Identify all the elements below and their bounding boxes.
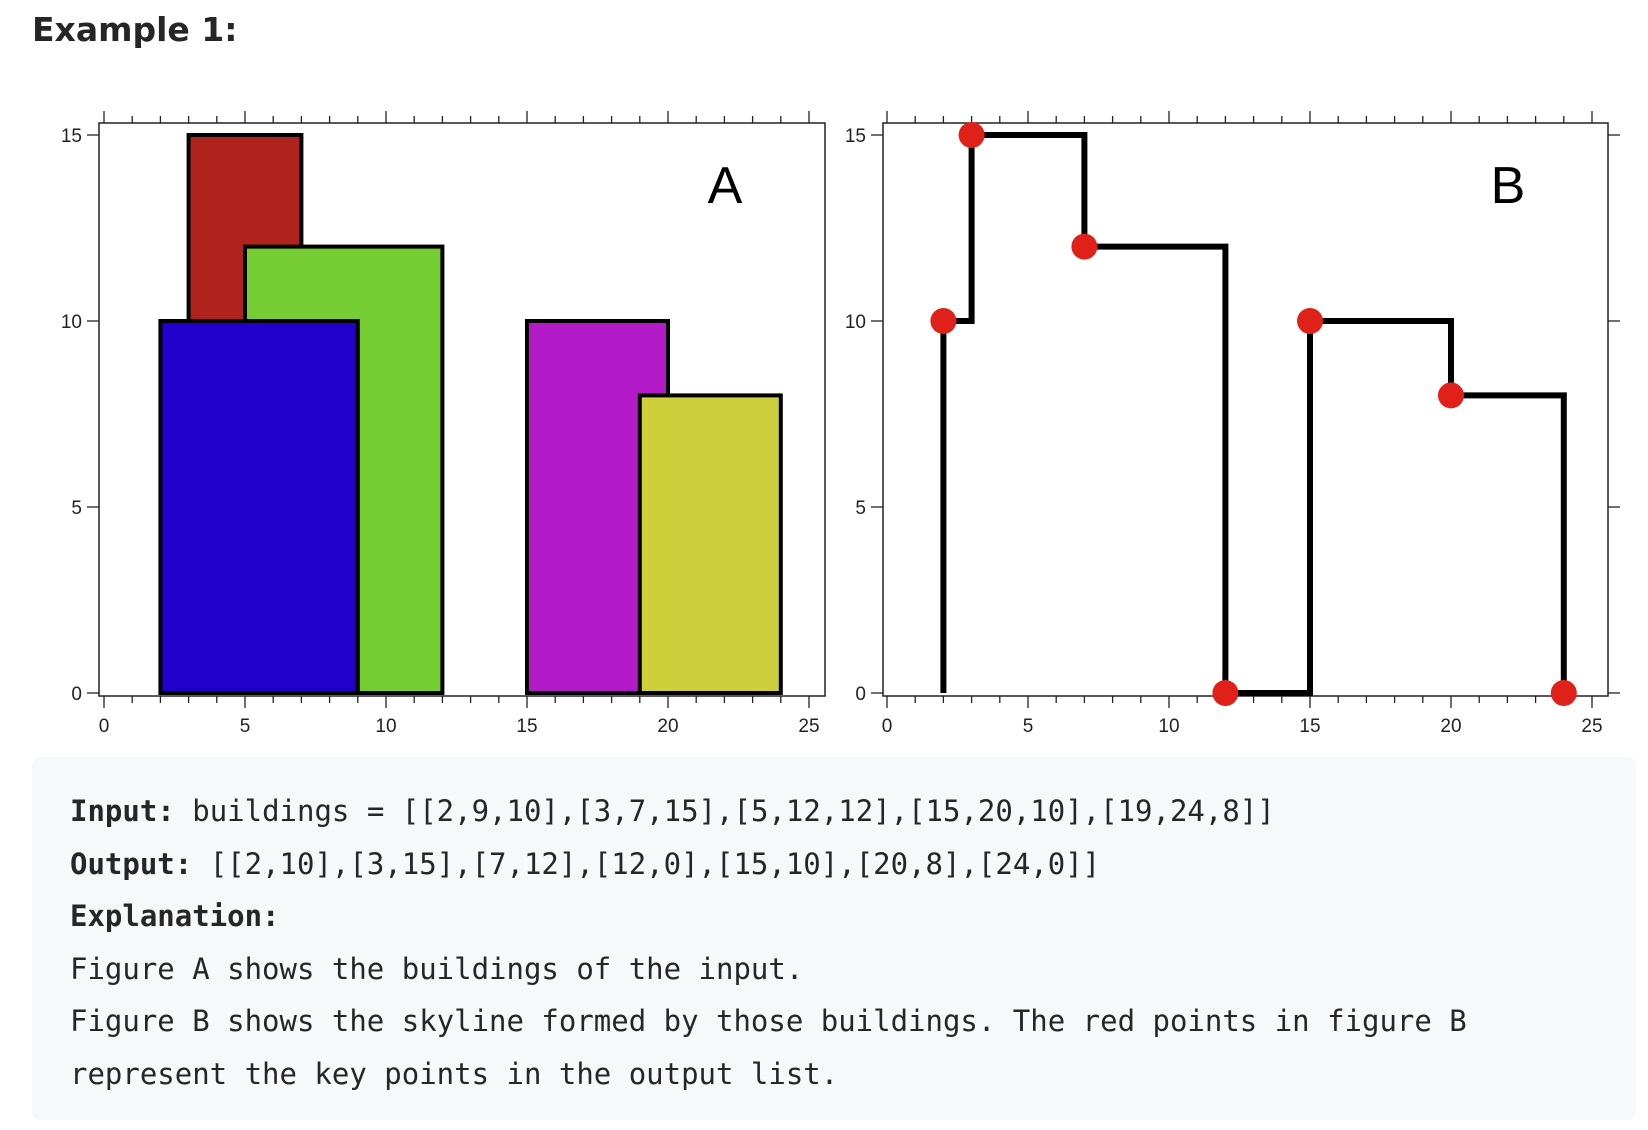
- building-bar: [158, 319, 360, 695]
- output-label: Output:: [70, 846, 193, 881]
- key-point: [1438, 382, 1464, 409]
- y-tick-label: 5: [855, 498, 866, 519]
- output-value: [[2,10],[3,15],[7,12],[12,0],[15,10],[20…: [209, 846, 1101, 881]
- y-tick-label: 5: [71, 498, 82, 519]
- plot-frame: [98, 122, 826, 697]
- x-tick-label: 10: [1158, 716, 1179, 737]
- y-tick-label: 10: [845, 312, 866, 333]
- explanation-text-line: Figure B shows the skyline formed by tho…: [70, 1004, 1467, 1038]
- x-tick-label: 20: [657, 716, 678, 737]
- explanation-text-line: Figure A shows the buildings of the inpu…: [70, 951, 804, 986]
- output-line: Output: [[2,10],[3,15],[7,12],[12,0],[15…: [70, 838, 1636, 891]
- x-tick-label: 0: [882, 716, 893, 737]
- y-tick-label: 0: [855, 684, 866, 705]
- x-tick-label: 15: [1299, 716, 1320, 737]
- x-tick-label: 10: [375, 716, 396, 737]
- key-point: [1297, 308, 1323, 334]
- example-heading: Example 1:: [32, 10, 238, 49]
- panel-label: A: [708, 157, 743, 215]
- key-point: [1071, 233, 1098, 260]
- chart-a: 0 5 10 15 20 25 0 5 10 15 A: [61, 111, 826, 737]
- x-tick-label: 25: [798, 716, 819, 737]
- y-tick-label: 15: [61, 126, 82, 147]
- chart-b: 0 5 10 15 20 25 0 5 10 15 B: [845, 111, 1620, 737]
- skyline-figure: 0 5 10 15 20 25 0 5 10 15 A 0 5 10 15 20 25 0 5 10 15 B: [61, 111, 1620, 737]
- key-point: [958, 122, 985, 148]
- x-tick-label: 5: [240, 716, 251, 737]
- building-bar: [637, 393, 783, 695]
- input-value: buildings = [[2,9,10],[3,7,15],[5,12,12]…: [192, 794, 1275, 828]
- x-tick-label: 5: [1023, 716, 1034, 737]
- explanation-text-line: represent the key points in the output l…: [70, 1056, 839, 1091]
- explanation-line: Explanation:: [70, 890, 1636, 943]
- x-tick-label: 25: [1581, 716, 1602, 737]
- example-code-block: Input: buildings = [[2,9,10],[3,7,15],[5…: [32, 757, 1636, 1120]
- key-point: [930, 308, 957, 334]
- explanation-label: Explanation:: [70, 899, 280, 933]
- panel-label: B: [1491, 157, 1526, 215]
- x-tick-label: 20: [1440, 716, 1461, 737]
- x-tick-label: 15: [516, 716, 537, 737]
- y-tick-label: 0: [71, 684, 82, 705]
- input-line: Input: buildings = [[2,9,10],[3,7,15],[5…: [70, 785, 1636, 838]
- key-point: [1550, 680, 1577, 706]
- key-point: [1212, 680, 1239, 706]
- x-tick-label: 0: [99, 716, 110, 737]
- input-label: Input:: [70, 794, 175, 828]
- skyline-line: [940, 132, 1567, 696]
- y-tick-label: 15: [845, 126, 866, 147]
- y-tick-label: 10: [61, 312, 82, 333]
